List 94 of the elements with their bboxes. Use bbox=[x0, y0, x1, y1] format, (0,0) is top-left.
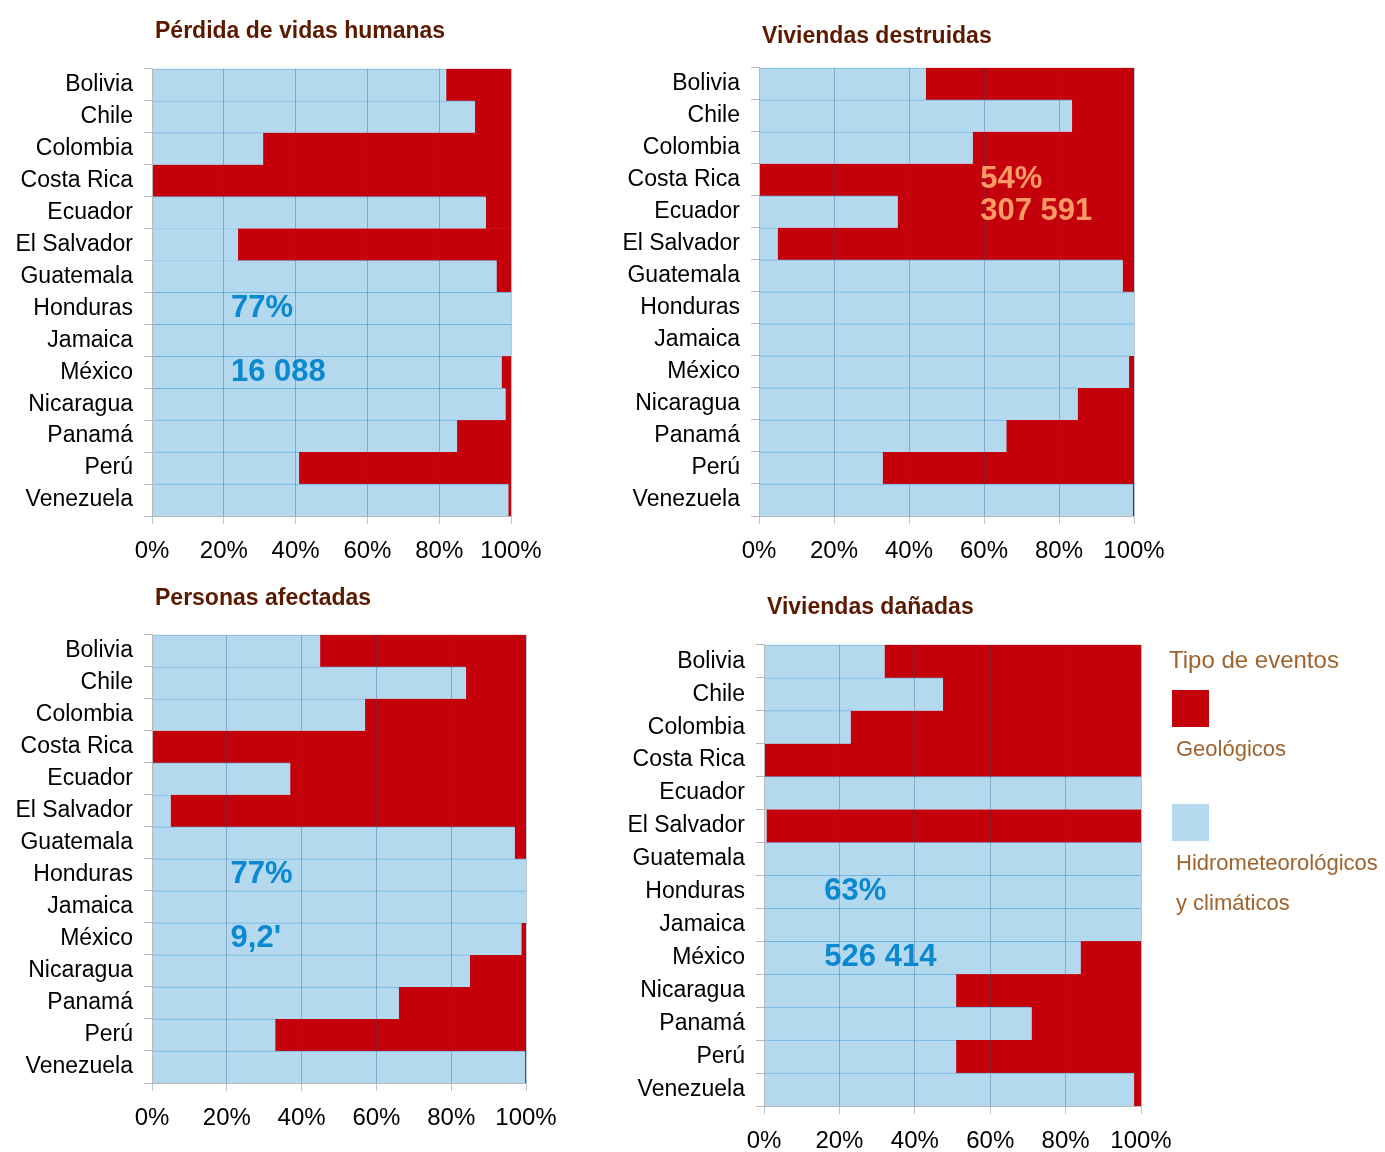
annotation: 16 088 bbox=[230, 352, 326, 388]
y-tick-label: Jamaica bbox=[47, 892, 134, 919]
y-tick-label: Jamaica bbox=[47, 325, 134, 352]
y-tick-label: El Salvador bbox=[15, 229, 134, 256]
annotation: 63% bbox=[824, 872, 887, 908]
y-tick-label: México bbox=[60, 357, 133, 384]
y-tick-label: Costa Rica bbox=[20, 732, 134, 759]
y-tick-label: Venezuela bbox=[637, 1074, 746, 1101]
legend-title: Tipo de eventos bbox=[1169, 645, 1340, 675]
y-tick-label: El Salvador bbox=[627, 811, 746, 838]
y-tick-label: Venezuela bbox=[25, 485, 134, 512]
y-tick-label: Nicaragua bbox=[28, 956, 134, 983]
x-tick-label: 0% bbox=[746, 1126, 782, 1152]
y-tick-label: Panamá bbox=[659, 1008, 746, 1035]
y-tick-label: Ecuador bbox=[654, 197, 741, 224]
y-tick-label: Guatemala bbox=[20, 828, 134, 855]
y-tick-label: Venezuela bbox=[25, 1052, 134, 1079]
x-tick-label: 100% bbox=[1110, 1126, 1172, 1152]
x-tick-label: 80% bbox=[427, 1103, 476, 1131]
y-tick-label: Nicaragua bbox=[640, 976, 746, 1003]
x-tick-label: 20% bbox=[199, 536, 248, 564]
x-tick-label: 80% bbox=[1041, 1126, 1090, 1152]
y-tick-label: Colombia bbox=[35, 134, 134, 160]
y-tick-label: Bolivia bbox=[65, 70, 134, 97]
y-tick-label: Chile bbox=[80, 102, 133, 129]
y-tick-label: Venezuela bbox=[632, 485, 741, 512]
annotation: 77% bbox=[230, 855, 293, 891]
y-tick-label: México bbox=[60, 924, 133, 951]
y-tick-label: Perú bbox=[84, 1020, 133, 1047]
y-tick-label: Guatemala bbox=[627, 261, 741, 288]
y-tick-label: Chile bbox=[692, 679, 745, 706]
x-tick-label: 0% bbox=[134, 536, 170, 564]
y-tick-label: Colombia bbox=[647, 712, 746, 739]
chart-title: Pérdida de vidas humanas bbox=[155, 17, 446, 43]
y-tick-label: Ecuador bbox=[659, 778, 746, 805]
y-tick-label: Ecuador bbox=[47, 197, 134, 224]
y-tick-label: Costa Rica bbox=[627, 165, 741, 192]
x-tick-label: 40% bbox=[277, 1103, 326, 1131]
x-tick-label: 40% bbox=[884, 536, 934, 564]
y-tick-label: Bolivia bbox=[672, 69, 741, 96]
x-tick-label: 40% bbox=[890, 1126, 939, 1152]
x-tick-label: 100% bbox=[480, 536, 542, 564]
legend-label: Geológicos bbox=[1176, 735, 1288, 763]
y-tick-label: México bbox=[672, 943, 745, 970]
y-tick-label: Nicaragua bbox=[28, 389, 134, 416]
chart-title: Viviendas dañadas bbox=[767, 593, 974, 619]
y-tick-label: El Salvador bbox=[15, 796, 134, 823]
y-tick-label: Colombia bbox=[35, 700, 134, 727]
y-tick-label: Jamaica bbox=[659, 910, 746, 937]
y-tick-label: Guatemala bbox=[20, 261, 134, 288]
y-tick-label: Perú bbox=[84, 453, 133, 480]
x-tick-label: 0% bbox=[134, 1103, 170, 1131]
x-tick-label: 80% bbox=[415, 536, 464, 564]
annotation: 9,2' bbox=[230, 919, 282, 955]
annotation: 77% bbox=[230, 288, 294, 324]
legend-label: Hidrometeorológicos y climáticos bbox=[1176, 849, 1379, 917]
y-tick-label: Bolivia bbox=[65, 636, 134, 663]
y-tick-label: Honduras bbox=[33, 860, 133, 887]
y-tick-label: Panamá bbox=[654, 421, 741, 448]
x-tick-label: 60% bbox=[966, 1126, 1015, 1152]
y-tick-label: Perú bbox=[691, 453, 740, 480]
x-tick-label: 20% bbox=[202, 1103, 251, 1131]
x-tick-label: 60% bbox=[959, 536, 1009, 564]
x-tick-label: 40% bbox=[271, 536, 320, 564]
x-tick-label: 0% bbox=[741, 536, 777, 564]
y-tick-label: Honduras bbox=[33, 293, 133, 320]
chart-title: Personas afectadas bbox=[155, 584, 372, 610]
y-tick-label: Panamá bbox=[47, 421, 134, 448]
y-tick-label: Perú bbox=[696, 1041, 745, 1068]
y-tick-label: El Salvador bbox=[622, 229, 741, 256]
y-tick-label: Ecuador bbox=[47, 764, 134, 791]
x-tick-label: 80% bbox=[1034, 536, 1084, 564]
y-tick-label: Jamaica bbox=[654, 325, 741, 352]
x-tick-label: 20% bbox=[809, 536, 859, 564]
x-tick-label: 60% bbox=[352, 1103, 401, 1131]
y-tick-label: Costa Rica bbox=[20, 165, 134, 192]
y-tick-label: Chile bbox=[80, 668, 133, 695]
y-tick-label: Honduras bbox=[640, 293, 740, 320]
x-tick-label: 100% bbox=[1103, 536, 1165, 564]
chart-title: Viviendas destruidas bbox=[762, 22, 992, 48]
x-tick-label: 60% bbox=[343, 536, 392, 564]
y-tick-label: Chile bbox=[687, 101, 740, 128]
x-tick-label: 20% bbox=[815, 1126, 864, 1152]
y-tick-label: Nicaragua bbox=[635, 389, 741, 416]
y-tick-label: Guatemala bbox=[632, 844, 746, 871]
y-tick-label: Bolivia bbox=[677, 646, 746, 673]
y-tick-label: Colombia bbox=[642, 133, 741, 160]
y-tick-label: México bbox=[667, 357, 740, 384]
x-tick-label: 100% bbox=[495, 1103, 557, 1131]
bar bbox=[766, 809, 1141, 843]
y-tick-label: Panamá bbox=[47, 988, 134, 1015]
y-tick-label: Costa Rica bbox=[632, 745, 746, 772]
annotation: 526 414 bbox=[824, 938, 938, 974]
y-tick-label: Honduras bbox=[645, 877, 745, 904]
